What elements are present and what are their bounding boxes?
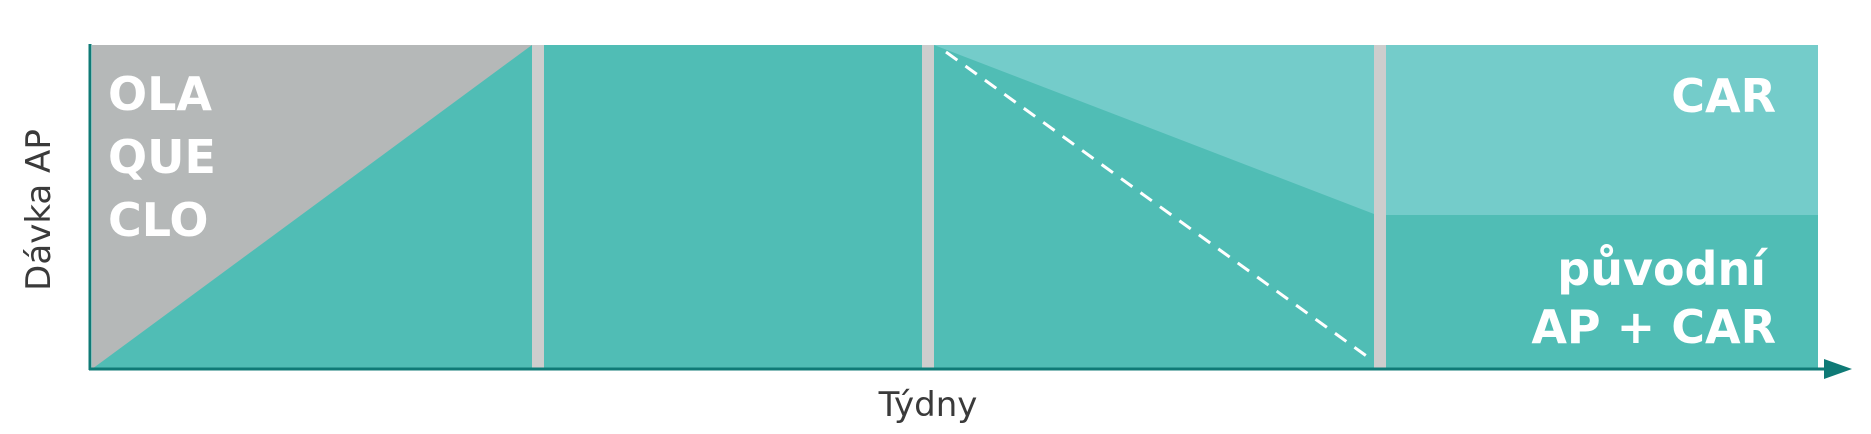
x-axis-title: Týdny: [878, 385, 978, 425]
phase4-car-area: [1386, 45, 1818, 215]
phase3-dashed-taper-line: [945, 50, 1373, 362]
divider-2: [922, 45, 934, 369]
x-axis-arrowhead: [1824, 359, 1852, 379]
drug-label-clo: CLO: [108, 193, 209, 247]
divider-1: [532, 45, 544, 369]
car-label: CAR: [1671, 69, 1776, 123]
phase1-ramp-area: [92, 45, 532, 369]
drug-label-que: QUE: [108, 130, 216, 184]
phase4-combo-area: [1386, 215, 1818, 369]
phase3-taper-area: [934, 45, 1374, 369]
divider-3: [1374, 45, 1386, 369]
y-axis-title: Dávka AP: [19, 129, 59, 291]
combo-label-line2: AP + CAR: [1531, 300, 1776, 354]
drug-label-ola: OLA: [108, 67, 212, 121]
phase2-area: [544, 45, 922, 369]
combo-label-line1: původní: [1557, 242, 1768, 296]
